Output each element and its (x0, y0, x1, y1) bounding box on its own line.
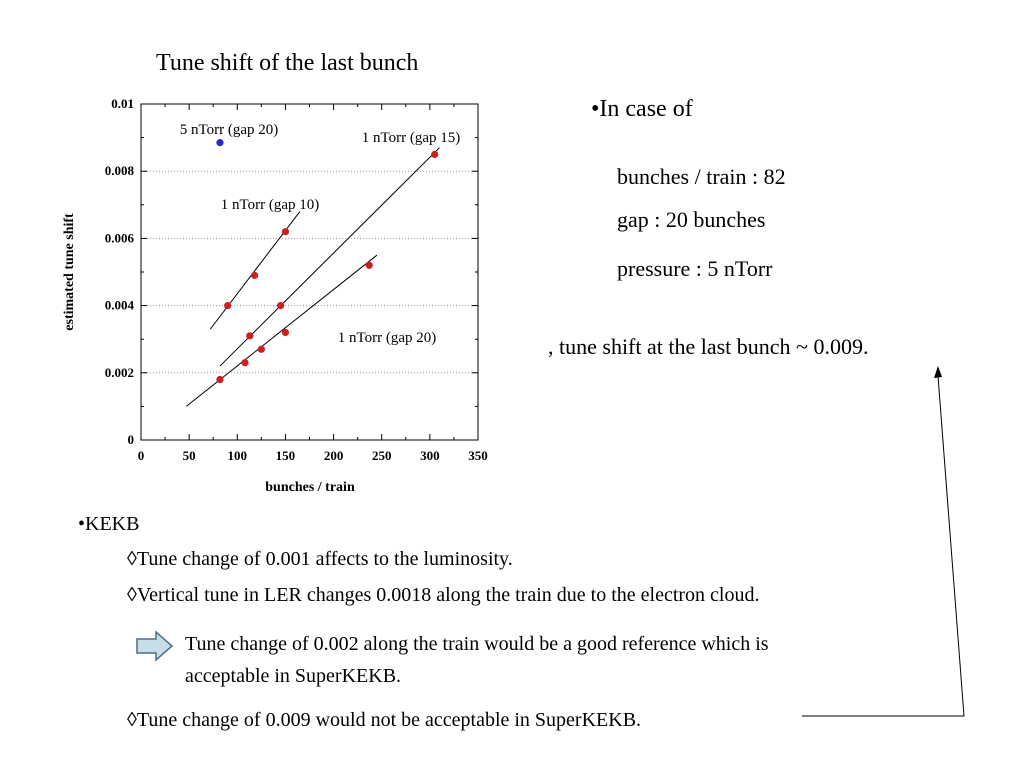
y-tick-label: 0.002 (105, 365, 134, 380)
series-labels: 1 nTorr (gap 10) 1 nTorr (gap 15) 1 nTorr … (180, 122, 461, 346)
x-tick-label: 0 (138, 448, 145, 463)
y-tick-label: 0.006 (105, 230, 135, 245)
series-label: 1 nTorr (gap 10) (221, 197, 320, 213)
y-tick-label: 0.004 (105, 298, 135, 313)
kekb-conclusion-line1: Tune change of 0.002 along the train wou… (185, 633, 769, 655)
series-label: 1 nTorr (gap 20) (338, 330, 437, 346)
plot-frame (140, 103, 479, 441)
data-point (431, 150, 439, 158)
series-label: 5 nTorr (gap 20) (180, 122, 279, 138)
data-points (216, 139, 439, 384)
info-result: , tune shift at the last bunch ~ 0.009. (548, 334, 869, 359)
data-point (241, 359, 249, 367)
x-tick-label: 150 (276, 448, 296, 463)
kekb-item-not-acceptable: ◊Tune change of 0.009 would not be accep… (127, 709, 642, 731)
fit-lines (185, 147, 440, 407)
data-point (246, 332, 254, 340)
chart-title: Tune shift of the last bunch (156, 50, 419, 76)
data-point (365, 261, 373, 269)
data-point (281, 228, 290, 236)
data-point (281, 328, 290, 337)
data-point (277, 302, 285, 310)
data-point (216, 375, 224, 384)
y-axis-label: estimated tune shift (62, 213, 77, 331)
x-tick-label: 350 (468, 448, 488, 463)
kekb-conclusion-line2: acceptable in SuperKEKB. (185, 665, 402, 687)
info-heading: •In case of (591, 96, 693, 122)
x-tick-label: 100 (228, 448, 248, 463)
x-tick-label: 200 (324, 448, 344, 463)
data-point (216, 139, 224, 147)
series-label: 1 nTorr (gap 15) (362, 130, 461, 146)
info-gap: gap : 20 bunches (617, 207, 766, 232)
info-pressure: pressure : 5 nTorr (617, 256, 773, 281)
annotation-arrow-line (802, 375, 965, 717)
annotation-arrow-head (934, 366, 942, 378)
x-tick-label: 50 (183, 448, 196, 463)
y-tick-label: 0.008 (105, 163, 135, 178)
y-tick-label: 0 (128, 432, 135, 447)
data-point (224, 302, 232, 310)
kekb-heading: •KEKB (78, 513, 140, 535)
chart-grid (141, 170, 478, 374)
info-bunches: bunches / train : 82 (617, 164, 786, 189)
x-tick-label: 250 (372, 448, 392, 463)
data-point (251, 271, 259, 279)
axis-ticks: 0 0.002 0.004 0.006 0.008 0.01 0 50 100 150 200 250… (105, 96, 488, 463)
kekb-item-luminosity: ◊Tune change of 0.001 affects to the lum… (127, 548, 513, 570)
y-tick-label: 0.01 (111, 96, 134, 111)
x-tick-label: 300 (420, 448, 440, 463)
fit-line (219, 147, 440, 367)
kekb-item-vertical-tune: ◊Vertical tune in LER changes 0.0018 alo… (127, 584, 760, 606)
x-axis-label: bunches / train (265, 480, 355, 495)
data-point (257, 345, 265, 353)
annotation-arrow (802, 366, 965, 717)
block-arrow-icon (136, 630, 174, 662)
